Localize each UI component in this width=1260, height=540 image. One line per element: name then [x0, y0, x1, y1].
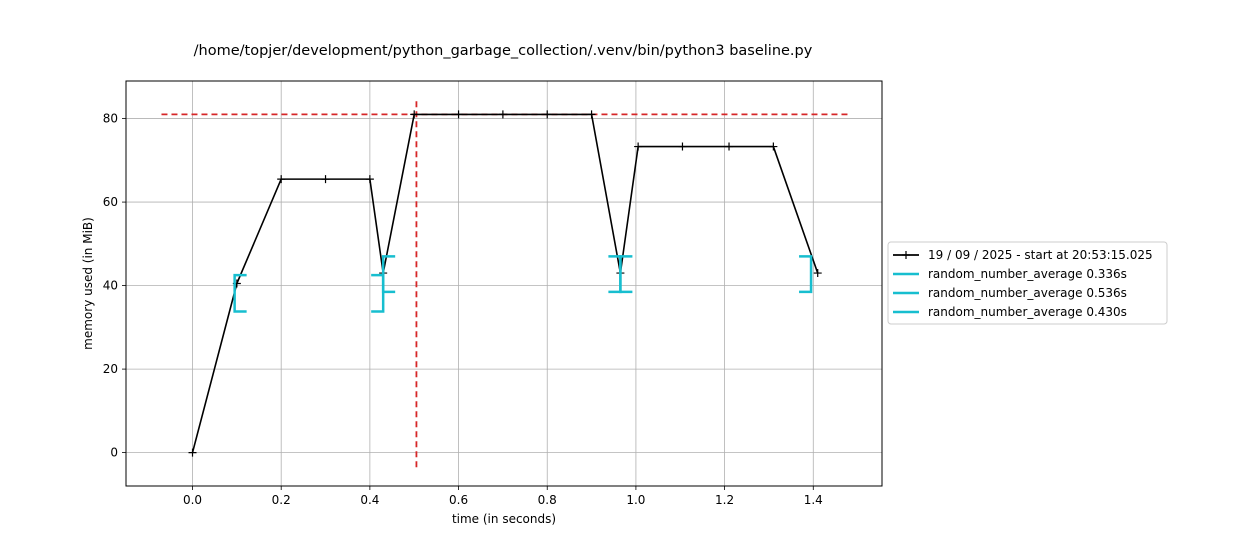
plot-frame: [125, 80, 883, 487]
data-point-marker: [543, 110, 552, 119]
data-point-marker: [277, 175, 286, 184]
x-tick-label: 1.0: [626, 493, 645, 507]
bracket-start: [233, 273, 247, 313]
bracket-start: [619, 255, 633, 294]
y-tick-label: 40: [103, 279, 118, 293]
x-tick-label: 0.0: [183, 493, 202, 507]
data-point-marker: [634, 142, 643, 151]
legend-series-marker: [902, 251, 910, 259]
y-axis-label: memory used (in MiB): [81, 217, 95, 350]
data-point-marker: [725, 142, 734, 151]
y-tick-label: 60: [103, 195, 118, 209]
legend-series-label: 19 / 09 / 2025 - start at 20:53:15.025: [928, 248, 1153, 262]
data-point-marker: [813, 269, 822, 278]
legend-box: [887, 241, 1168, 325]
grid-layer: [126, 81, 882, 486]
data-point-marker: [678, 142, 687, 151]
plot-area: [126, 81, 882, 486]
bracket-end: [799, 255, 813, 294]
x-tick-label: 0.6: [449, 493, 468, 507]
x-axis-label: time (in seconds): [452, 512, 556, 526]
bracket-end: [371, 273, 385, 313]
data-point-marker: [188, 448, 197, 457]
x-tick-label: 0.8: [538, 493, 557, 507]
x-tick-label: 0.4: [360, 493, 379, 507]
function-brackets: [233, 255, 813, 313]
legend-bracket-label: random_number_average 0.430s: [928, 305, 1127, 319]
x-axis: 0.0 0.2 0.4 0.6 0.8 1.0 1.2 1.4: [183, 486, 823, 507]
chart-title: /home/topjer/development/python_garbage_…: [194, 43, 813, 59]
legend-bracket-label: random_number_average 0.536s: [928, 286, 1127, 300]
data-point-marker: [498, 110, 507, 119]
data-point-marker: [321, 175, 330, 184]
x-tick-label: 1.4: [804, 493, 823, 507]
series-layer: [188, 110, 822, 457]
x-tick-label: 1.2: [715, 493, 734, 507]
y-tick-label: 80: [103, 112, 118, 126]
x-tick-label: 0.2: [272, 493, 291, 507]
bracket-start: [381, 255, 396, 294]
y-tick-label: 20: [103, 362, 118, 376]
y-tick-label: 0: [110, 446, 118, 460]
data-point-marker: [454, 110, 463, 119]
data-point-marker: [365, 175, 374, 184]
y-axis: 0 20 40 60 80: [103, 112, 126, 460]
data-point-marker: [410, 110, 419, 119]
legend-bracket-label: random_number_average 0.336s: [928, 267, 1127, 281]
data-point-marker: [769, 142, 778, 151]
legend: 19 / 09 / 2025 - start at 20:53:15.025 ra…: [887, 241, 1168, 325]
data-point-marker: [587, 110, 596, 119]
